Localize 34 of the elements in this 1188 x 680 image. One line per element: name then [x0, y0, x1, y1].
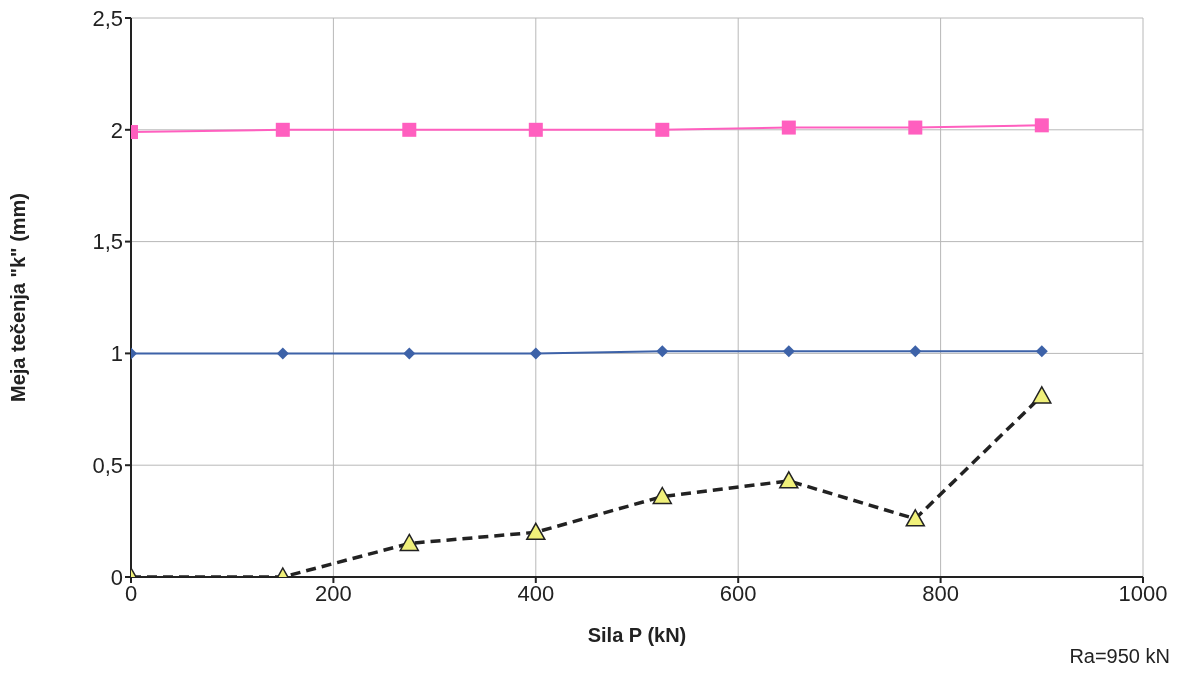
point — [908, 120, 923, 135]
x-tick-label: 800 — [922, 580, 959, 606]
y-tick-label: 1,5 — [92, 229, 123, 255]
point — [275, 122, 290, 137]
point — [782, 345, 795, 358]
x-tick-label: 600 — [719, 580, 757, 606]
point — [905, 509, 926, 527]
point — [529, 347, 542, 360]
point — [909, 345, 922, 358]
y-tick-label: 2,5 — [92, 5, 123, 31]
point — [1035, 345, 1048, 358]
point — [781, 120, 796, 135]
point — [526, 522, 546, 541]
x-tick-label: 400 — [517, 580, 555, 606]
y-axis-title: Meja tečenja "k" (mm) — [7, 192, 30, 403]
point — [779, 471, 799, 489]
y-tick-label: 0 — [110, 564, 123, 590]
point — [528, 122, 543, 137]
point — [276, 347, 289, 360]
point — [652, 486, 673, 505]
y-tick-label: 1 — [110, 341, 123, 367]
point — [656, 345, 669, 358]
point — [1032, 386, 1052, 404]
text: Ra=950 kN — [1069, 645, 1170, 668]
point — [403, 347, 416, 360]
x-tick-label: 1000 — [1118, 580, 1168, 606]
x-axis-title: Sila P (kN) — [587, 624, 687, 646]
point — [399, 533, 420, 552]
y-tick-label: 0,5 — [92, 453, 123, 479]
x-tick-label: 200 — [315, 580, 352, 606]
point — [402, 122, 417, 137]
point — [655, 122, 670, 137]
y-tick-label: 2 — [110, 117, 123, 143]
point — [1034, 118, 1049, 133]
